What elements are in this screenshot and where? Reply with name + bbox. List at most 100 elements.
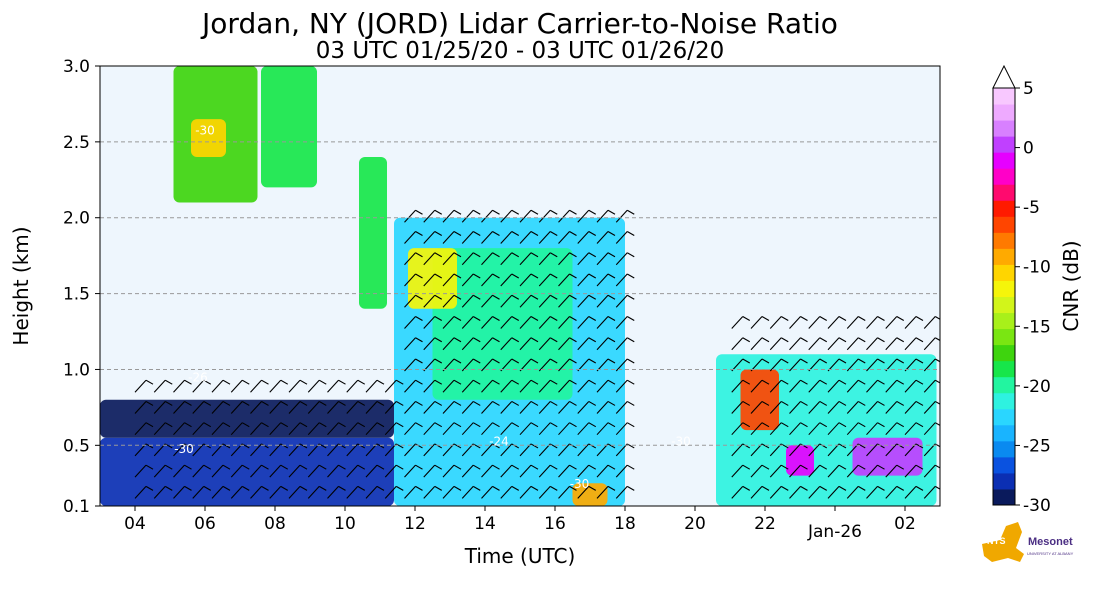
wind-barb-92: [404, 316, 423, 329]
wind-barb-247: [615, 294, 635, 308]
wind-barb-313: [846, 337, 866, 351]
colorbar-segment-13: [993, 280, 1015, 297]
wind-barb-70: [346, 400, 366, 414]
wind-barb-57: [307, 422, 327, 436]
wind-barb-194: [538, 231, 558, 244]
wind-barb-195: [538, 209, 558, 223]
wind-barb-153: [481, 209, 500, 223]
wind-barb-210: [577, 485, 597, 499]
wind-barb-196: [558, 485, 577, 499]
wind-barb-336: [904, 422, 924, 436]
wind-barb-142: [481, 443, 500, 457]
wind-barb-246: [615, 316, 635, 329]
wind-barb-304: [827, 337, 847, 351]
wind-barb-155: [500, 464, 520, 478]
wind-barb-16: [173, 400, 192, 414]
colorbar-segment-4: [993, 424, 1015, 442]
wind-barb-227: [596, 422, 616, 436]
wind-barb-289: [808, 464, 828, 478]
colorbar-tick-label-0: 5: [1023, 79, 1034, 99]
wind-barb-19: [192, 464, 212, 478]
wind-barb-334: [904, 464, 924, 478]
cnr-region-5: [359, 157, 387, 309]
wind-barb-257: [731, 379, 751, 393]
wind-barb-29: [211, 379, 231, 393]
wind-barb-333: [904, 485, 924, 499]
wind-barb-22: [192, 400, 212, 414]
logo-sub-text: UNIVERSITY AT ALBANY: [1027, 551, 1074, 556]
wind-barb-183: [538, 464, 558, 478]
wind-barb-55: [307, 464, 327, 478]
wind-barb-250: [615, 231, 635, 244]
cnr-region-7: [261, 66, 317, 188]
wind-barb-241: [615, 422, 635, 436]
colorbar-frame: [992, 87, 1016, 506]
wind-barb-262: [750, 464, 770, 478]
wind-barb-327: [885, 422, 905, 436]
wind-barb-229: [596, 379, 616, 393]
wind-barb-50: [288, 443, 308, 457]
x-tick-label-0: 04: [124, 514, 146, 534]
wind-barb-80: [384, 443, 404, 457]
wind-barb-112: [442, 485, 462, 499]
wind-barb-137: [461, 252, 481, 266]
wind-barb-259: [731, 337, 751, 351]
wind-barb-18: [192, 485, 212, 499]
wind-barb-1: [134, 464, 154, 478]
colorbar-segment-18: [993, 200, 1015, 217]
wind-barb-350: [923, 316, 940, 329]
contour-label-0: -26: [188, 371, 208, 385]
wind-barb-172: [519, 400, 539, 414]
wind-barb-37: [250, 464, 269, 478]
wind-barb-279: [789, 485, 808, 499]
cnr-region-8: [191, 119, 226, 158]
wind-barb-129: [461, 422, 481, 436]
wind-barb-254: [731, 443, 751, 457]
wind-barb-242: [615, 400, 635, 414]
colorbar-segment-23: [993, 120, 1015, 137]
wind-barb-332: [885, 316, 905, 329]
wind-barb-169: [519, 464, 539, 478]
wind-barb-115: [442, 422, 462, 436]
logo-mesonet-text: Mesonet: [1028, 536, 1073, 548]
wind-barb-263: [750, 443, 770, 457]
wind-barb-114: [442, 443, 462, 457]
x-tick-label-3: 10: [334, 514, 356, 534]
nys-mesonet-logo: [982, 522, 1024, 562]
wind-barb-88: [404, 400, 423, 414]
y-axis: 0.1 0.5 1.0 1.5 2.0 2.5 3.0: [63, 57, 100, 517]
wind-barb-23: [192, 379, 212, 393]
wind-barb-251: [615, 209, 635, 223]
wind-barb-122: [442, 273, 462, 287]
wind-barb-38: [250, 443, 269, 457]
wind-barb-123: [442, 252, 462, 266]
wind-barb-190: [538, 316, 558, 329]
wind-barb-237: [596, 209, 616, 223]
wind-barb-3: [134, 422, 154, 436]
wind-barb-31: [230, 464, 250, 478]
colorbar-segment-5: [993, 408, 1015, 426]
wind-barb-266: [750, 379, 770, 393]
wind-barb-253: [731, 464, 751, 478]
y-tick-label-3: 1.5: [63, 285, 90, 305]
y-tick-label-6: 3.0: [63, 57, 90, 77]
wind-barb-150: [481, 273, 500, 287]
wind-barb-347: [923, 379, 940, 393]
wind-barb-78: [384, 485, 404, 499]
wind-barb-91: [404, 337, 423, 351]
wind-barb-20: [192, 443, 212, 457]
wind-barb-48: [288, 485, 308, 499]
wind-barb-143: [481, 422, 500, 436]
wind-barb-292: [808, 400, 828, 414]
wind-barb-138: [461, 231, 481, 244]
wind-barb-204: [558, 316, 577, 329]
chart-title: Jordan, NY (JORD) Lidar Carrier-to-Noise…: [200, 7, 838, 40]
wind-barb-101: [423, 422, 443, 436]
wind-barb-17: [173, 379, 192, 393]
wind-barb-232: [596, 316, 616, 329]
wind-barb-82: [384, 400, 404, 414]
colorbar-tick-label-3: -10: [1023, 258, 1051, 278]
wind-barb-58: [307, 400, 327, 414]
wind-barb-63: [327, 422, 346, 436]
colorbar-tick-label-5: -20: [1023, 377, 1051, 397]
